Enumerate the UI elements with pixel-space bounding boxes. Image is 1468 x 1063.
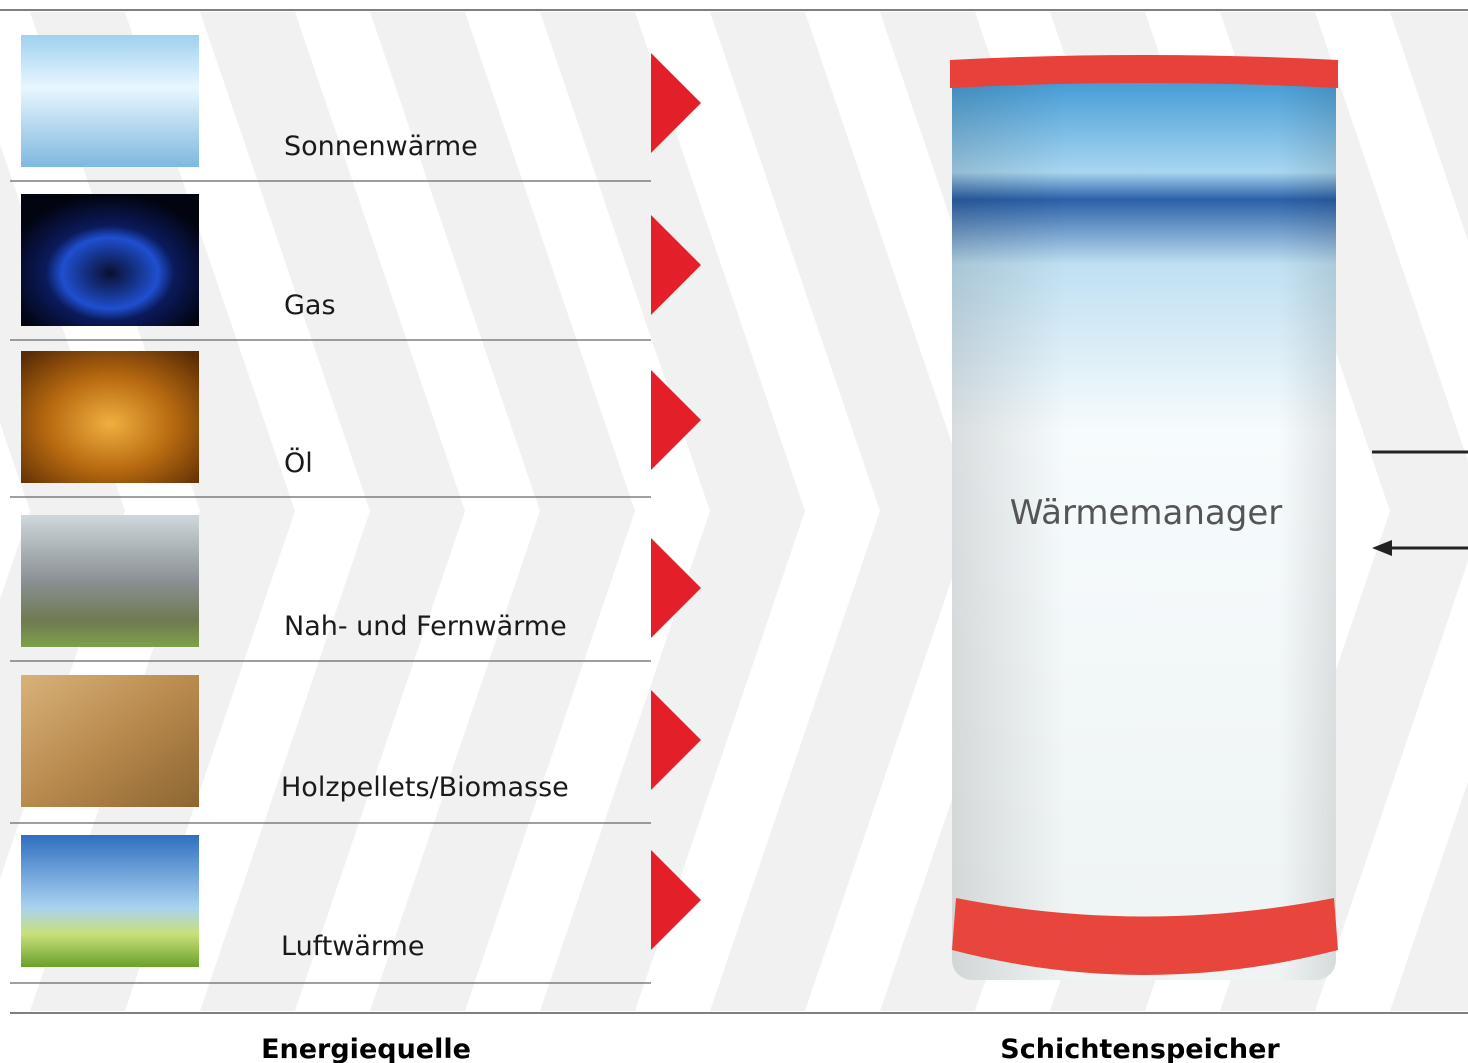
storage-label: Wärmemanager <box>1010 493 1283 533</box>
source-image <box>21 515 199 647</box>
source-label: Nah- und Fernwärme <box>284 611 567 642</box>
diagram: Sonnenwärme Gas Öl Nah- und Fernwärme Holzpe… <box>0 0 1468 1063</box>
source-label: Öl <box>284 447 313 479</box>
source-label: Gas <box>284 290 336 321</box>
source-image <box>21 835 199 967</box>
source-image <box>21 35 199 167</box>
footer-right: Schichtenspeicher <box>1000 1034 1280 1063</box>
source-image <box>21 351 199 483</box>
storage-tank: Wärmemanager <box>950 55 1338 980</box>
source-label: Holzpellets/Biomasse <box>281 772 569 803</box>
source-image <box>21 194 199 326</box>
source-image <box>21 675 199 807</box>
source-label: Luftwärme <box>281 931 424 962</box>
source-label: Sonnenwärme <box>284 131 478 162</box>
footer-left: Energiequelle <box>261 1034 471 1063</box>
